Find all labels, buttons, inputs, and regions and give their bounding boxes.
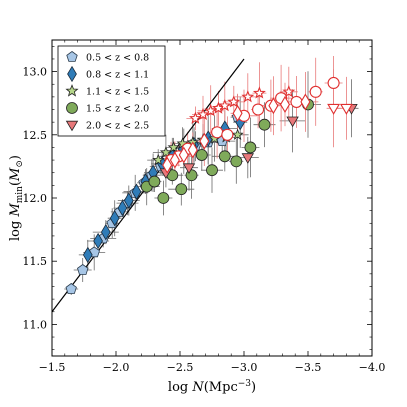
data-point	[178, 146, 189, 164]
data-point	[199, 132, 210, 150]
data-point	[196, 107, 210, 121]
x-tick-label: −1.5	[39, 361, 66, 374]
data-point	[309, 85, 322, 98]
data-point	[159, 146, 172, 158]
data-point	[167, 141, 180, 153]
ticks-layer: −1.5 −2.0 −2.5 −3.0 −3.5 −4.0 11.0 11.5 12.0 12.5…	[23, 40, 386, 374]
data-point	[218, 98, 232, 112]
x-tick-label: −2.0	[103, 361, 130, 374]
data-point	[268, 97, 279, 115]
data-point	[65, 283, 77, 294]
data-point	[339, 103, 353, 115]
data-point	[162, 156, 173, 174]
y-axis-label: log Mmin(M⊙)	[8, 155, 25, 241]
data-point	[182, 163, 196, 174]
data-point	[206, 164, 218, 177]
data-point	[117, 199, 128, 217]
legend-label: 0.5 < z < 0.8	[86, 53, 149, 64]
y-tick-label: 12.0	[23, 192, 48, 205]
data-point	[157, 192, 170, 204]
y-tick-label: 11.0	[23, 318, 48, 331]
legend: 0.5 < z < 0.8 0.8 < z < 1.1 1.1 < z < 1.5 1…	[57, 45, 166, 137]
data-point	[195, 149, 208, 161]
data-point	[169, 151, 180, 169]
data-point	[131, 183, 142, 200]
data-point	[282, 85, 296, 98]
data-point	[290, 95, 303, 108]
data-point	[93, 232, 103, 250]
data-point	[109, 210, 120, 227]
data-point	[258, 118, 271, 131]
data-point	[189, 111, 202, 124]
data-point	[211, 126, 224, 139]
data-point	[252, 86, 266, 99]
legend-label: 1.1 < z < 1.5	[86, 87, 149, 98]
data-point	[227, 95, 241, 108]
legend-label: 0.8 < z < 1.1	[86, 70, 149, 81]
data-point	[300, 93, 311, 111]
y-tick-label: 12.5	[23, 129, 48, 142]
y-tick-label: 13.0	[23, 66, 48, 79]
data-point	[152, 153, 165, 166]
legend-label: 1.5 < z < 2.0	[86, 104, 149, 115]
y-tick-label: 11.5	[23, 255, 48, 268]
data-point	[252, 103, 265, 116]
data-point	[232, 104, 243, 122]
data-point	[241, 153, 254, 164]
data-point	[231, 128, 244, 140]
legend-label: 2.0 < z < 2.5	[86, 121, 149, 132]
legend-marker	[67, 65, 77, 83]
data-point	[244, 141, 257, 154]
data-point	[187, 141, 198, 159]
data-point	[327, 76, 340, 90]
data-point	[230, 155, 243, 168]
data-point	[204, 103, 218, 117]
data-point	[327, 103, 341, 115]
legend-marker	[66, 51, 78, 62]
legend-marker	[66, 102, 78, 114]
data-point	[221, 128, 234, 141]
data-point	[286, 116, 299, 128]
markers-layer	[65, 76, 358, 294]
x-tick-label: −4.0	[359, 361, 386, 374]
x-axis-label: log N(Mpc−3)	[168, 379, 256, 395]
data-point	[82, 246, 93, 264]
legend-marker	[65, 84, 79, 97]
data-point	[123, 192, 134, 209]
data-point	[218, 150, 231, 163]
data-point	[175, 183, 188, 196]
data-point	[241, 90, 255, 103]
x-tick-label: −3.0	[231, 361, 258, 374]
x-tick-label: −3.5	[295, 361, 322, 374]
x-tick-label: −2.5	[167, 361, 194, 374]
data-point	[148, 175, 161, 188]
data-point	[279, 95, 291, 113]
legend-marker	[65, 120, 79, 132]
data-point	[77, 264, 89, 275]
data-point	[100, 223, 111, 241]
